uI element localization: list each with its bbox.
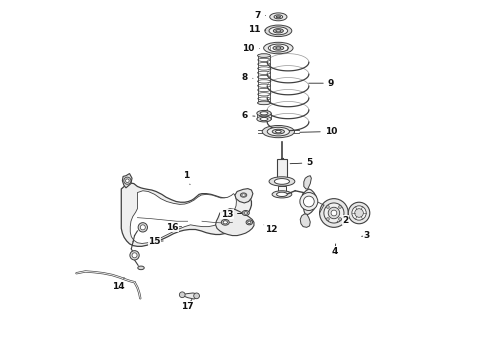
Ellipse shape (258, 101, 270, 105)
Circle shape (331, 210, 337, 216)
Text: 12: 12 (264, 225, 277, 234)
Text: 7: 7 (254, 10, 266, 19)
Text: 9: 9 (309, 79, 334, 88)
Ellipse shape (264, 42, 293, 54)
Ellipse shape (260, 112, 268, 115)
Polygon shape (235, 189, 253, 203)
Ellipse shape (274, 15, 283, 19)
Circle shape (326, 206, 329, 208)
Ellipse shape (257, 116, 271, 122)
Polygon shape (122, 183, 251, 246)
Ellipse shape (247, 221, 251, 224)
Ellipse shape (269, 44, 289, 52)
Text: 11: 11 (248, 25, 266, 34)
Circle shape (124, 177, 131, 184)
Text: 15: 15 (148, 237, 163, 246)
Ellipse shape (262, 126, 294, 138)
Bar (278, 186, 286, 194)
Circle shape (303, 196, 314, 207)
Polygon shape (122, 174, 132, 188)
Ellipse shape (269, 27, 288, 35)
Text: 3: 3 (362, 231, 370, 240)
Circle shape (339, 218, 342, 221)
Ellipse shape (276, 30, 281, 32)
Circle shape (125, 179, 129, 183)
Circle shape (138, 223, 147, 232)
Ellipse shape (273, 29, 283, 33)
Circle shape (132, 253, 137, 258)
Text: 4: 4 (331, 244, 338, 256)
Text: 10: 10 (300, 127, 337, 136)
Circle shape (328, 207, 340, 219)
Circle shape (326, 218, 329, 221)
Ellipse shape (257, 111, 271, 116)
Ellipse shape (244, 212, 247, 214)
Ellipse shape (265, 25, 292, 37)
Polygon shape (180, 293, 199, 299)
Circle shape (324, 203, 344, 223)
Circle shape (352, 206, 366, 220)
Polygon shape (216, 209, 254, 235)
Text: 17: 17 (181, 300, 193, 311)
Text: 2: 2 (337, 216, 348, 225)
Ellipse shape (272, 191, 292, 198)
Ellipse shape (242, 211, 249, 216)
Ellipse shape (138, 266, 144, 270)
Polygon shape (304, 176, 311, 189)
Ellipse shape (276, 47, 281, 49)
Ellipse shape (260, 117, 268, 121)
Circle shape (179, 292, 185, 298)
Polygon shape (300, 214, 310, 227)
Ellipse shape (276, 16, 280, 18)
Ellipse shape (270, 13, 287, 21)
Ellipse shape (242, 194, 245, 196)
Text: 13: 13 (221, 210, 241, 219)
Bar (277, 159, 287, 180)
Circle shape (355, 209, 364, 217)
Ellipse shape (267, 127, 290, 136)
Ellipse shape (275, 130, 281, 133)
Ellipse shape (258, 54, 270, 57)
Ellipse shape (246, 220, 252, 225)
Circle shape (348, 202, 370, 224)
Circle shape (130, 251, 139, 260)
Polygon shape (302, 189, 317, 215)
Text: 1: 1 (183, 171, 190, 185)
Circle shape (140, 225, 146, 230)
Circle shape (319, 199, 348, 227)
Circle shape (194, 293, 199, 299)
Text: 8: 8 (242, 73, 253, 82)
Ellipse shape (273, 46, 284, 50)
Text: 5: 5 (290, 158, 313, 167)
Ellipse shape (272, 129, 285, 134)
Ellipse shape (223, 221, 227, 224)
Circle shape (339, 206, 342, 208)
Ellipse shape (221, 220, 229, 225)
Text: 14: 14 (113, 278, 125, 291)
Text: 10: 10 (243, 44, 259, 53)
Text: 16: 16 (166, 223, 181, 232)
Ellipse shape (269, 177, 295, 186)
Ellipse shape (276, 192, 287, 197)
Ellipse shape (274, 179, 290, 184)
Ellipse shape (240, 193, 247, 197)
Text: 6: 6 (242, 111, 255, 120)
Polygon shape (130, 191, 236, 243)
Circle shape (300, 193, 318, 211)
